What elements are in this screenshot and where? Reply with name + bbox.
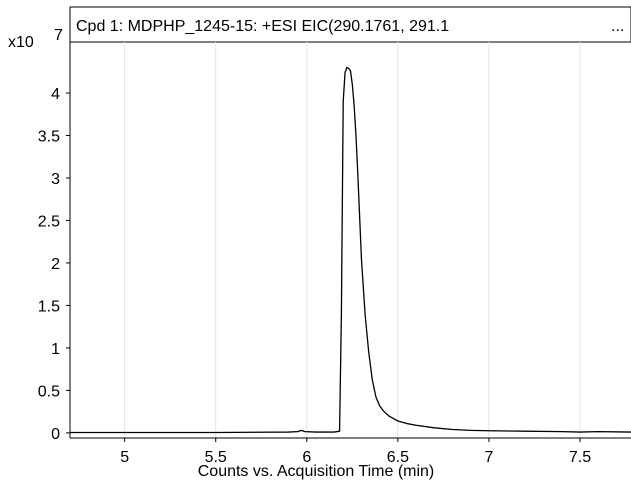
y-multiplier-exponent: 7 xyxy=(54,27,63,44)
y-multiplier-label: x10 xyxy=(8,34,34,51)
y-tick-label: 2 xyxy=(51,256,60,273)
axes xyxy=(69,42,631,439)
x-tick-label: 5 xyxy=(120,449,129,466)
y-tick-label: 1 xyxy=(51,341,60,358)
x-tick-label: 5.5 xyxy=(205,449,227,466)
x-axis-title: Counts vs. Acquisition Time (min) xyxy=(198,463,435,480)
y-tick-label: 2.5 xyxy=(38,213,60,230)
y-tick-label: 4 xyxy=(51,86,60,103)
y-axis-ticks: 0 0.5 1 1.5 2 2.5 3 3.5 4 xyxy=(38,86,70,443)
y-tick-label: 0.5 xyxy=(38,383,60,400)
y-tick-label: 3 xyxy=(51,171,60,188)
x-axis-ticks: 5 5.5 6 6.5 7 7.5 xyxy=(120,438,591,466)
x-tick-label: 7 xyxy=(484,449,493,466)
title-box xyxy=(69,6,631,43)
grid-lines xyxy=(124,42,581,438)
title-overflow-indicator: ... xyxy=(611,18,624,35)
x-tick-label: 7.5 xyxy=(569,449,591,466)
y-tick-label: 3.5 xyxy=(38,128,60,145)
y-tick-label: 0 xyxy=(51,426,60,443)
x-tick-label: 6.5 xyxy=(387,449,409,466)
series-layer xyxy=(70,66,631,434)
eic-trace-line xyxy=(70,66,631,434)
x-tick-label: 6 xyxy=(302,449,311,466)
chart-title: Cpd 1: MDPHP_1245-15: +ESI EIC(290.1761,… xyxy=(76,18,449,35)
y-tick-label: 1.5 xyxy=(38,298,60,315)
